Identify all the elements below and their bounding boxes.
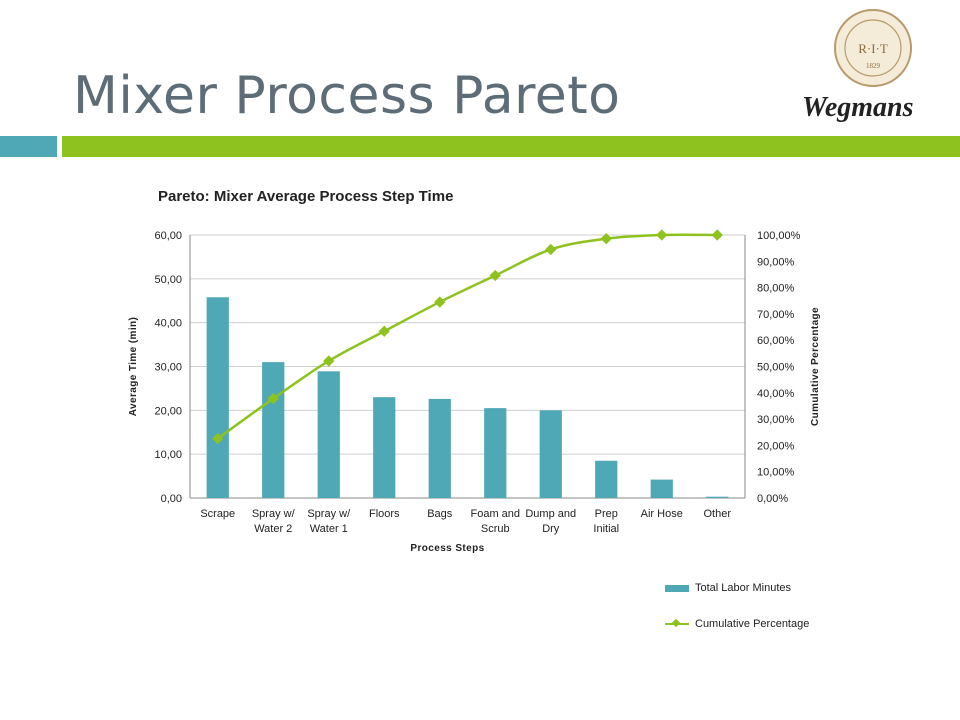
bar [206, 297, 229, 498]
x-tick-label: Scrape [200, 508, 235, 520]
cumulative-point [711, 229, 723, 241]
cumulative-line [217, 233, 718, 440]
y-tick-label: 30,00 [154, 362, 182, 374]
y-tick-label: 60,00 [154, 230, 182, 242]
y2-axis-title: Cumulative Percentage [810, 307, 821, 426]
cumulative-point [323, 355, 335, 367]
seal-year: 1829 [866, 62, 881, 70]
seal-text: R·I·T [858, 41, 888, 56]
bar [706, 496, 729, 498]
wegmans-logo-text: Wegmans [802, 92, 914, 123]
cumulative-point [545, 243, 557, 256]
bar [539, 410, 562, 498]
chart-title: Pareto: Mixer Average Process Step Time [158, 188, 454, 205]
bar [262, 362, 285, 498]
x-tick-label: Air Hose [641, 508, 683, 520]
legend-label-bars: Total Labor Minutes [695, 582, 791, 594]
rit-seal-logo: R·I·T 1829 [834, 9, 912, 87]
bar [484, 408, 507, 498]
accent-bar-left [0, 136, 57, 157]
bar [595, 460, 618, 498]
x-tick-label: Scrub [481, 523, 510, 535]
y-tick-label: 0,00 [161, 493, 182, 505]
y-tick-label: 10,00 [154, 449, 182, 461]
cumulative-point [600, 233, 612, 245]
chart-legend: Total Labor Minutes Cumulative Percentag… [665, 582, 865, 642]
y-tick-label: 50,00 [154, 274, 182, 286]
y2-tick-label: 80,00% [757, 283, 795, 295]
y2-tick-label: 20,00% [757, 440, 795, 452]
x-tick-label: Dump and [525, 508, 576, 520]
bar [373, 397, 396, 498]
x-tick-label: Foam and [470, 508, 520, 520]
x-tick-label: Water 2 [254, 523, 292, 535]
legend-label-line: Cumulative Percentage [695, 618, 810, 630]
y2-tick-label: 100,00% [757, 230, 801, 242]
cumulative-point [378, 325, 390, 337]
x-axis-title: Process Steps [410, 543, 484, 554]
legend-item-bars: Total Labor Minutes [665, 582, 791, 594]
x-tick-label: Water 1 [310, 523, 348, 535]
legend-bar-swatch [665, 584, 689, 592]
y-tick-label: 40,00 [154, 318, 182, 330]
legend-line-swatch [665, 619, 689, 629]
bar [317, 371, 340, 498]
x-tick-label: Other [703, 508, 731, 520]
x-tick-label: Bags [427, 508, 453, 520]
cumulative-point [212, 432, 224, 445]
y2-tick-label: 30,00% [757, 414, 795, 426]
accent-bar-right [62, 136, 960, 157]
y2-tick-label: 50,00% [757, 362, 795, 374]
slide-title: Mixer Process Pareto [73, 66, 621, 126]
cumulative-point [434, 296, 446, 308]
y-tick-label: 20,00 [154, 405, 182, 417]
x-tick-label: Spray w/ [307, 508, 351, 520]
bar [428, 398, 451, 498]
cumulative-point [267, 392, 279, 405]
x-tick-label: Dry [542, 523, 560, 535]
x-tick-label: Initial [593, 523, 619, 535]
y2-tick-label: 70,00% [757, 309, 795, 321]
x-tick-label: Spray w/ [252, 508, 296, 520]
x-tick-label: Prep [595, 508, 618, 520]
x-tick-label: Floors [369, 508, 400, 520]
y2-tick-label: 40,00% [757, 388, 795, 400]
y2-tick-label: 60,00% [757, 335, 795, 347]
bar [650, 479, 673, 498]
y2-tick-label: 10,00% [757, 467, 795, 479]
y2-tick-label: 0,00% [757, 493, 788, 505]
y2-tick-label: 90,00% [757, 256, 795, 268]
wegmans-logo: Wegmans [802, 92, 914, 123]
cumulative-point [656, 229, 668, 241]
cumulative-point [489, 269, 501, 282]
y-axis-title: Average Time (min) [128, 317, 139, 416]
legend-item-line: Cumulative Percentage [665, 618, 809, 630]
